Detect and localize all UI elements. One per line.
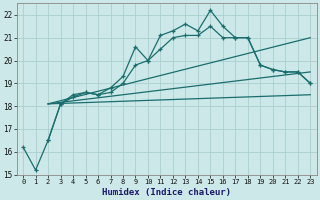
X-axis label: Humidex (Indice chaleur): Humidex (Indice chaleur) xyxy=(102,188,231,197)
